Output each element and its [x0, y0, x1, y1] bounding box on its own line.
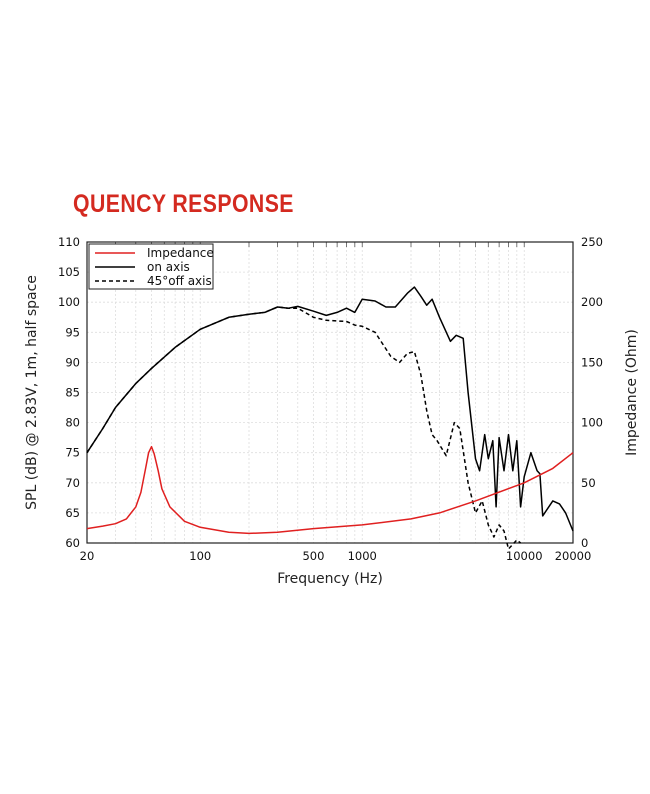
series-line-on-axis — [86, 286, 574, 532]
y-tick-label: 65 — [65, 506, 80, 520]
x-axis-label: Frequency (Hz) — [277, 571, 383, 587]
x-tick-label: 10000 — [506, 549, 543, 563]
legend-label: on axis — [147, 260, 190, 274]
y2-tick-label: 200 — [581, 295, 603, 309]
y-axis-label: SPL (dB) @ 2.83V, 1m, half space — [24, 275, 40, 510]
x-tick-label: 500 — [302, 549, 324, 563]
y-tick-label: 75 — [65, 446, 80, 460]
x-tick-label: 1000 — [348, 549, 377, 563]
y2-tick-label: 0 — [581, 536, 588, 550]
legend-label: 45°off axis — [147, 274, 212, 288]
legend-label: Impedance — [147, 246, 214, 260]
page-title: QUENCY RESPONSE — [73, 190, 294, 218]
y-tick-label: 100 — [58, 295, 80, 309]
y-tick-label: 80 — [65, 416, 80, 430]
y2-axis-label: Impedance (Ohm) — [624, 329, 640, 456]
y-tick-label: 60 — [65, 536, 80, 550]
x-tick-label: 20000 — [555, 549, 592, 563]
y2-tick-label: 150 — [581, 355, 603, 369]
y2-tick-label: 50 — [581, 476, 596, 490]
x-tick-label: 100 — [189, 549, 211, 563]
y-tick-label: 85 — [65, 386, 80, 400]
plot-frame — [86, 241, 574, 544]
y-tick-label: 70 — [65, 476, 80, 490]
series-line-impedance — [86, 445, 574, 535]
y-tick-label: 90 — [65, 355, 80, 369]
x-tick-label: 20 — [80, 549, 95, 563]
y2-tick-label: 100 — [581, 416, 603, 430]
y-tick-label: 110 — [58, 235, 80, 249]
y2-tick-label: 250 — [581, 235, 603, 249]
y-tick-label: 95 — [65, 325, 80, 339]
y-tick-label: 105 — [58, 265, 80, 279]
